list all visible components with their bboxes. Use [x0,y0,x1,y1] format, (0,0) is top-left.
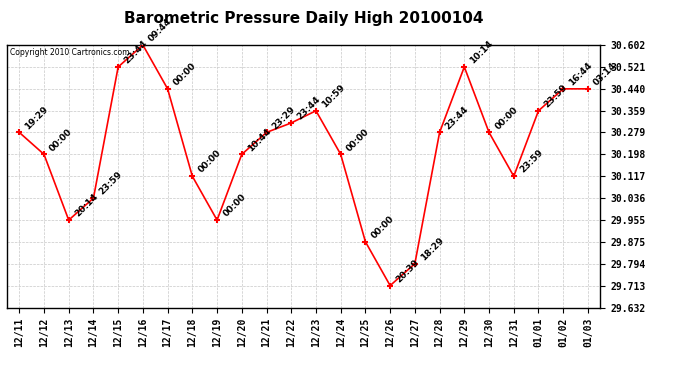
Text: 00:00: 00:00 [345,127,371,153]
Text: 20:39: 20:39 [394,258,421,284]
Text: 19:29: 19:29 [23,104,50,131]
Text: 10:44: 10:44 [246,126,273,153]
Text: 23:59: 23:59 [518,148,544,175]
Text: 00:00: 00:00 [221,192,248,219]
Text: 16:44: 16:44 [567,61,594,87]
Text: 23:29: 23:29 [270,104,297,131]
Text: 20:14: 20:14 [73,192,99,219]
Text: 18:29: 18:29 [419,236,446,262]
Text: 10:14: 10:14 [469,39,495,66]
Text: Copyright 2010 Cartronics.com: Copyright 2010 Cartronics.com [10,48,129,57]
Text: 23:44: 23:44 [295,95,322,122]
Text: 09:44: 09:44 [147,17,174,44]
Text: 00:00: 00:00 [48,127,75,153]
Text: 00:00: 00:00 [370,214,396,240]
Text: 23:44: 23:44 [444,104,471,131]
Text: 00:00: 00:00 [197,148,223,175]
Text: 23:59: 23:59 [97,170,124,197]
Text: 23:59: 23:59 [542,82,569,110]
Text: 23:44: 23:44 [122,39,149,66]
Text: 10:59: 10:59 [320,83,347,110]
Text: 00:00: 00:00 [493,105,520,131]
Text: 00:00: 00:00 [172,61,198,87]
Text: Barometric Pressure Daily High 20100104: Barometric Pressure Daily High 20100104 [124,11,484,26]
Text: 03:14: 03:14 [592,61,619,87]
